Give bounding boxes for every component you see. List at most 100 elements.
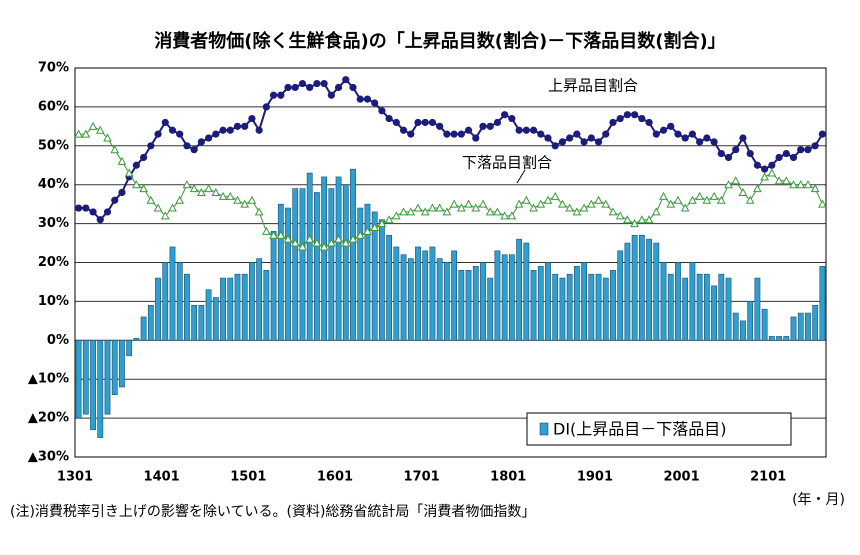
bar [552,273,559,341]
bar [472,266,479,341]
bar [689,262,696,341]
marker [414,118,422,127]
marker [378,107,386,115]
bar [566,273,573,341]
marker [124,168,134,177]
marker [406,207,416,216]
x-tick-label: 1301 [57,470,93,485]
marker [645,118,653,127]
bar [711,285,717,341]
bar [819,266,826,341]
marker [82,204,90,212]
marker [269,230,278,239]
marker [197,187,206,196]
series-label: 上昇品目割合 [548,77,638,95]
marker [443,130,451,138]
bar [234,273,241,341]
marker [240,199,250,208]
marker [182,180,192,189]
marker [341,238,351,247]
marker [385,114,393,123]
marker [703,134,711,142]
bar [617,250,624,341]
marker [204,134,213,142]
marker [276,230,286,239]
marker [493,207,502,216]
bar [314,192,320,341]
marker [212,130,220,138]
marker [688,195,697,204]
marker [493,118,502,127]
marker [456,203,466,212]
y-tick-label: ▲20% [28,411,69,426]
bar [176,262,183,341]
marker [183,142,191,150]
bar [436,258,443,341]
bar [169,246,176,341]
bar [581,262,587,341]
bar [422,250,429,341]
bar [249,262,255,341]
marker [262,226,271,235]
marker [319,242,329,251]
marker [543,195,553,204]
bar [75,339,82,419]
marker [81,129,91,138]
marker [384,215,394,224]
marker [255,126,263,134]
bar [90,339,96,431]
marker [818,130,826,138]
marker [219,126,227,134]
marker [500,211,509,220]
marker [421,118,429,127]
marker [371,99,379,107]
bar [256,258,263,341]
marker [175,195,185,204]
bar [350,168,356,341]
marker [277,91,285,99]
bar [119,339,125,388]
bar [812,304,819,341]
legend-label: DI(上昇品目－下落品目) [553,420,727,439]
series-label: 下落品目割合 [462,154,552,172]
y-tick-label: 30% [38,216,69,231]
x-tick-label: 2001 [663,470,699,485]
marker [435,203,445,212]
marker [211,187,221,196]
bar [631,234,638,341]
bar [270,231,277,341]
bar [646,238,652,341]
bar [111,339,118,396]
marker [732,146,740,154]
bar [443,262,450,341]
bar [82,339,89,415]
bar [768,336,775,341]
bar [638,234,645,341]
marker [608,207,618,216]
x-tick-label: 1701 [404,470,440,485]
bar [306,172,313,341]
marker [269,91,278,99]
marker [342,76,350,84]
marker [797,146,805,154]
marker [702,195,712,204]
x-unit: (年・月) [792,492,845,508]
y-tick-label: ▲10% [28,372,69,387]
bar [393,246,400,341]
marker [638,114,646,123]
bar [508,254,515,341]
marker [507,211,517,220]
bar [140,316,147,341]
marker [413,203,423,212]
marker [659,126,668,134]
marker [716,195,726,204]
bar [292,188,299,341]
marker [508,114,516,123]
marker [623,111,632,119]
marker [789,180,798,189]
bar [805,312,811,341]
marker [811,142,819,150]
marker [348,234,358,243]
bar [184,273,190,341]
marker [117,156,127,165]
